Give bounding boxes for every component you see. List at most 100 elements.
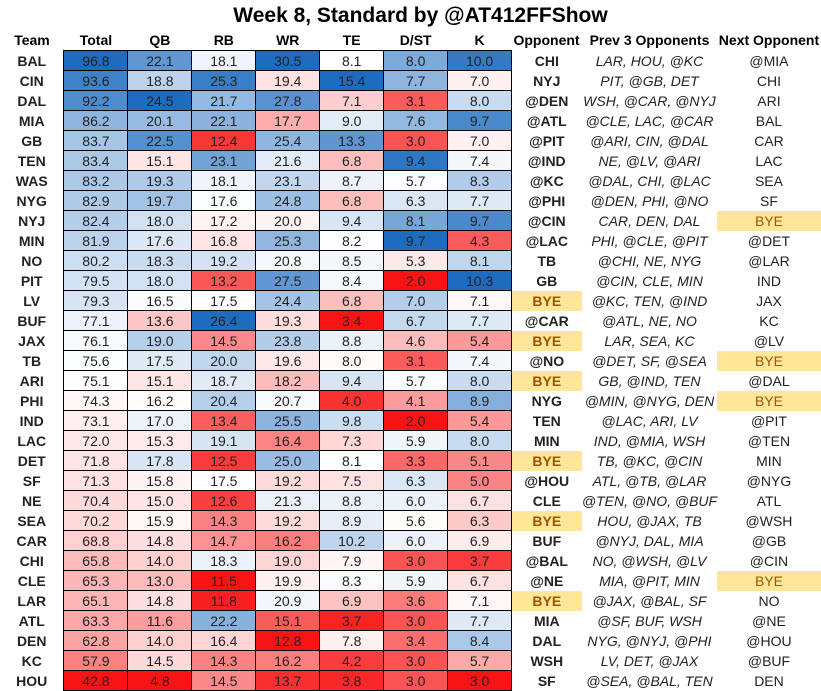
heat-cell-qb: 20.1 [127, 110, 193, 131]
heat-cell-total: 93.6 [63, 70, 129, 91]
heat-cell-total: 65.8 [63, 550, 129, 571]
table-row: BUF 77.1 13.6 26.4 19.3 3.4 6.7 7.7 @CAR @ATL, NE… [0, 310, 821, 331]
heat-cell-rb: 17.6 [191, 190, 257, 211]
heat-cell-total: 83.7 [63, 130, 129, 151]
prev-opponents-cell: IND, @MIA, WSH [593, 432, 706, 449]
heat-cell-dst: 3.1 [383, 90, 449, 111]
heat-cell-dst: 5.6 [383, 510, 449, 531]
heat-cell-wr: 25.0 [255, 450, 321, 471]
column-header-k: K [474, 32, 485, 48]
heat-cell-wr: 20.8 [255, 250, 321, 271]
heat-cell-te: 8.2 [319, 230, 385, 251]
heat-cell-total: 71.8 [63, 450, 129, 471]
heat-cell-qb: 13.6 [127, 310, 193, 331]
heat-cell-total: 68.8 [63, 530, 129, 551]
table-row: KC 57.9 14.5 14.3 16.2 4.2 3.0 5.7 WSH LV, DET, @… [0, 650, 821, 671]
heat-cell-te: 9.0 [319, 110, 385, 131]
team-cell: DET [17, 452, 46, 469]
team-cell: NE [22, 492, 42, 509]
page-title: Week 8, Standard by @AT412FFShow [233, 4, 608, 27]
column-header-team: Team [14, 32, 50, 49]
heat-cell-te: 10.2 [319, 530, 385, 551]
heat-cell-qb: 15.1 [127, 150, 193, 171]
table-row: TEN 83.4 15.1 23.1 21.6 6.8 9.4 7.4 @IND NE, @LV,… [0, 150, 821, 171]
team-cell: NYG [16, 192, 47, 209]
opponent-cell: @NO [529, 352, 565, 369]
table-row: BAL 96.8 22.1 18.1 30.5 8.1 8.0 10.0 CHI LAR, HOU… [0, 50, 821, 71]
team-cell: BAL [17, 52, 47, 69]
heat-cell-k: 8.0 [447, 370, 513, 391]
prev-opponents-cell: @TEN, @NO, @BUF [581, 492, 718, 509]
next-opponent-cell: @DAL [748, 372, 790, 389]
prev-opponents-cell: PHI, @CLE, @PIT [591, 232, 708, 249]
opponent-cell: MIA [533, 612, 560, 629]
heat-cell-wr: 20.9 [255, 590, 321, 611]
heat-cell-qb: 17.6 [127, 230, 193, 251]
heat-cell-dst: 5.7 [383, 170, 449, 191]
heat-cell-rb: 16.8 [191, 230, 257, 251]
heat-cell-k: 3.0 [447, 670, 513, 691]
column-header-opponent: Opponent [513, 32, 580, 49]
heat-cell-qb: 14.5 [127, 650, 193, 671]
heat-cell-wr: 23.8 [255, 330, 321, 351]
heat-cell-te: 3.8 [319, 670, 385, 691]
prev-opponents-cell: MIA, @PIT, MIN [599, 572, 700, 589]
column-header-qb: QB [149, 32, 171, 48]
heat-cell-dst: 4.1 [383, 390, 449, 411]
heat-cell-total: 92.2 [63, 90, 129, 111]
table-row: GB 83.7 22.5 12.4 25.4 13.3 3.0 7.0 @PIT @ARI, CI… [0, 130, 821, 151]
heat-cell-qb: 4.8 [127, 670, 193, 691]
prev-opponents-cell: LV, DET, @JAX [600, 652, 699, 669]
heat-cell-te: 8.9 [319, 510, 385, 531]
heat-cell-qb: 18.3 [127, 250, 193, 271]
heat-cell-wr: 19.9 [255, 570, 321, 591]
heat-cell-dst: 3.0 [383, 610, 449, 631]
opponent-cell: WSH [530, 652, 564, 669]
opponent-cell: NYG [531, 392, 562, 409]
team-cell: LAR [17, 592, 47, 609]
heat-cell-te: 3.4 [319, 310, 385, 331]
heat-cell-qb: 14.8 [127, 530, 193, 551]
heat-cell-k: 7.4 [447, 350, 513, 371]
opponent-cell: GB [536, 272, 558, 289]
opponent-cell: BYE [511, 330, 582, 351]
team-cell: DEN [16, 632, 47, 649]
table-row: DAL 92.2 24.5 21.7 27.8 7.1 3.1 8.0 @DEN WSH, @CA… [0, 90, 821, 111]
team-cell: GB [21, 132, 43, 149]
next-opponent-cell: @BUF [747, 652, 791, 669]
heat-cell-rb: 12.6 [191, 490, 257, 511]
heat-cell-total: 71.3 [63, 470, 129, 491]
prev-opponents-cell: GB, @IND, TEN [598, 372, 701, 389]
next-opponent-cell: @NYG [746, 472, 792, 489]
heat-cell-wr: 19.6 [255, 350, 321, 371]
prev-opponents-cell: @ATL, NE, NO [602, 312, 697, 329]
heat-cell-qb: 17.0 [127, 410, 193, 431]
heat-cell-rb: 25.3 [191, 70, 257, 91]
heat-cell-rb: 18.1 [191, 170, 257, 191]
heat-cell-dst: 6.0 [383, 530, 449, 551]
next-opponent-cell: @CIN [749, 552, 789, 569]
table-row: CAR 68.8 14.8 14.7 16.2 10.2 6.0 6.9 BUF @NYJ, DA… [0, 530, 821, 551]
heat-cell-qb: 19.0 [127, 330, 193, 351]
heat-cell-te: 13.3 [319, 130, 385, 151]
heat-cell-wr: 19.4 [255, 70, 321, 91]
heat-cell-te: 8.8 [319, 330, 385, 351]
heat-cell-qb: 22.5 [127, 130, 193, 151]
heat-cell-k: 9.7 [447, 110, 513, 131]
team-cell: HOU [16, 672, 48, 689]
heat-cell-total: 96.8 [63, 50, 129, 71]
opponent-cell: SF [537, 672, 556, 689]
heat-cell-rb: 26.4 [191, 310, 257, 331]
team-cell: CIN [19, 72, 44, 89]
team-cell: MIN [18, 232, 45, 249]
prev-opponents-cell: NYG, @NYJ, @PHI [587, 632, 712, 649]
team-cell: LAC [17, 432, 47, 449]
prev-opponents-cell: @JAX, @BAL, SF [592, 592, 707, 609]
team-cell: BUF [17, 312, 47, 329]
heat-cell-k: 10.3 [447, 270, 513, 291]
prev-opponents-cell: @DAL, CHI, @LAC [588, 172, 711, 189]
heat-cell-qb: 14.0 [127, 630, 193, 651]
team-cell: LV [23, 292, 41, 309]
opponent-cell: TB [537, 252, 557, 269]
table-row: CLE 65.3 13.0 11.5 19.9 8.3 5.9 6.7 @NE MIA, @PIT… [0, 570, 821, 591]
